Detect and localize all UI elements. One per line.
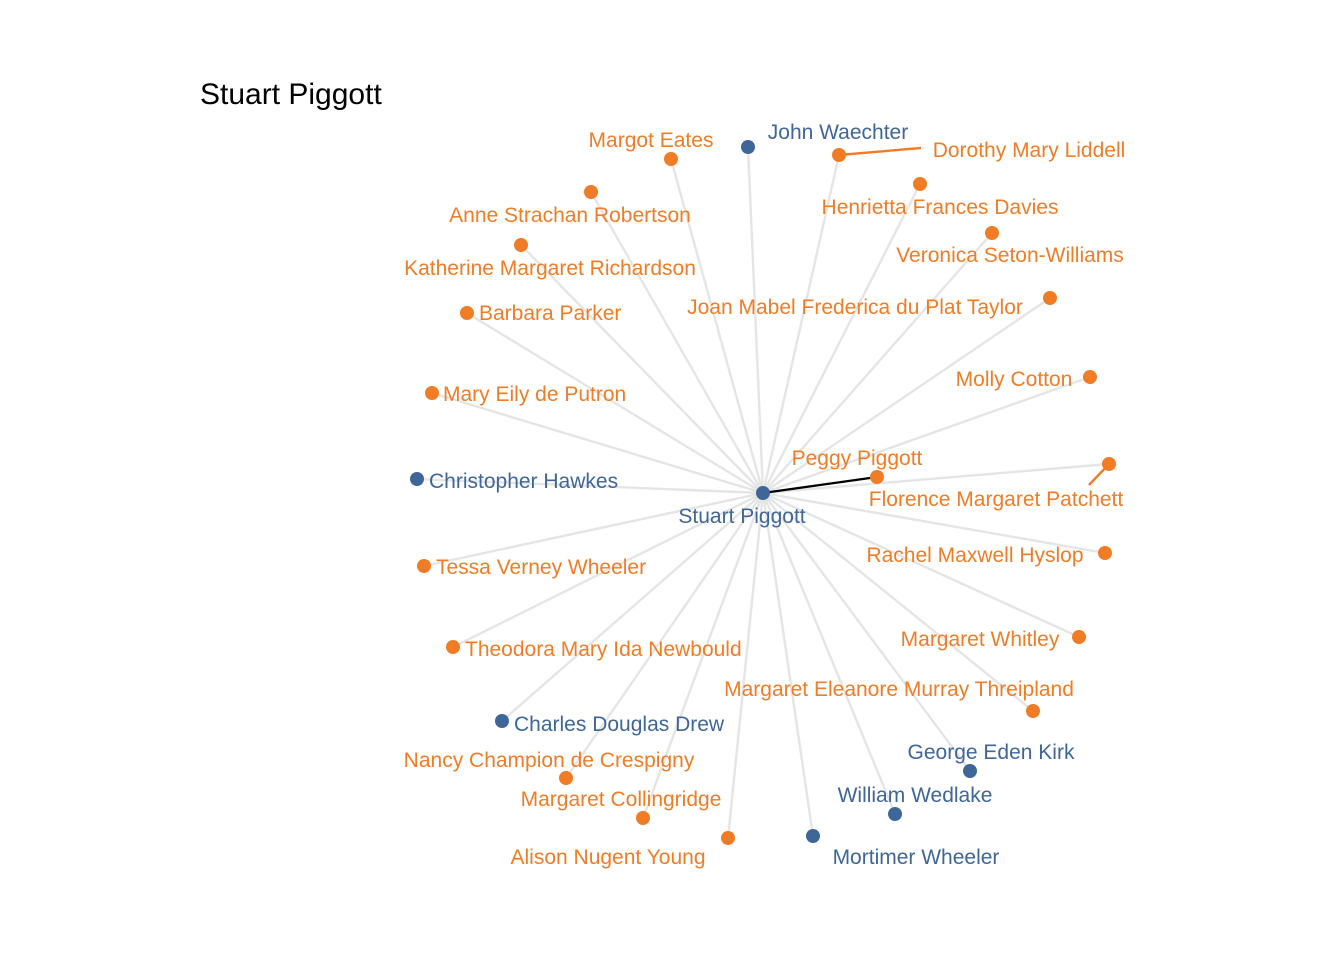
edge-stuart-cotton [762,375,1091,495]
edge-stuart-richardson [520,244,764,494]
node-parker[interactable] [460,306,474,320]
edge-stuart-whitley [762,491,1080,639]
node-label-wedlake: William Wedlake [838,784,993,807]
node-label-davies: Henrietta Frances Davies [822,196,1059,219]
node-label-patchett: Florence Margaret Patchett [869,488,1124,511]
edge-stuart-kirk [762,492,971,772]
node-young[interactable] [721,831,735,845]
node-davies[interactable] [913,177,927,191]
node-label-waechter: John Waechter [768,121,908,144]
edge-stuart-margot [669,158,765,494]
node-kirk[interactable] [963,764,977,778]
edge-stuart-mortimer [761,492,815,837]
node-label-whitley: Margaret Whitley [901,628,1060,651]
edge-stuart-crespigny [565,492,764,779]
edge-stuart-drew [501,492,764,722]
edge-stuart-davies [761,183,922,494]
node-label-kirk: George Eden Kirk [908,741,1075,764]
graph-title: Stuart Piggott [200,78,382,111]
node-whitley[interactable] [1072,630,1086,644]
label-leader-liddell [838,146,922,157]
node-label-hawkes: Christopher Hawkes [429,470,618,493]
node-label-threipland: Margaret Eleanore Murray Threipland [724,678,1074,701]
edge-stuart-putron [431,391,764,495]
edge-stuart-hyslop [762,491,1106,555]
node-liddell[interactable] [832,148,846,162]
node-label-setonwilliams: Veronica Seton-Williams [896,244,1124,267]
node-peggy[interactable] [870,470,884,484]
node-label-taylor: Joan Mabel Frederica du Plat Taylor [687,296,1023,319]
node-tessa[interactable] [417,559,431,573]
node-label-liddell: Dorothy Mary Liddell [933,139,1126,162]
node-wedlake[interactable] [888,807,902,821]
node-label-cotton: Molly Cotton [956,368,1073,391]
edge-stuart-taylor [762,297,1051,494]
node-cotton[interactable] [1083,370,1097,384]
edge-stuart-collingridge [641,492,765,819]
node-drew[interactable] [495,714,509,728]
node-taylor[interactable] [1043,291,1057,305]
node-label-richardson: Katherine Margaret Richardson [404,257,696,280]
edge-stuart-hawkes [416,477,764,495]
edge-stuart-young [726,492,765,839]
node-label-newbould: Theodora Mary Ida Newbould [465,638,742,661]
node-mortimer[interactable] [806,829,820,843]
edge-stuart-threipland [762,492,1034,712]
node-hawkes[interactable] [410,472,424,486]
node-robertson[interactable] [584,185,598,199]
nodes-layer [410,140,1116,845]
node-label-putron: Mary Eily de Putron [443,383,626,406]
edge-stuart-robertson [589,191,765,494]
node-label-parker: Barbara Parker [479,302,621,325]
node-hyslop[interactable] [1098,546,1112,560]
node-label-peggy: Peggy Piggott [792,447,923,470]
node-label-mortimer: Mortimer Wheeler [833,846,1000,869]
edge-stuart-newbould [452,491,764,649]
node-label-collingridge: Margaret Collingridge [521,788,722,811]
node-label-stuart: Stuart Piggott [678,505,805,528]
node-label-young: Alison Nugent Young [511,846,706,869]
node-newbould[interactable] [446,640,460,654]
node-label-crespigny: Nancy Champion de Crespigny [404,749,695,772]
edge-stuart-patchett [762,462,1110,495]
edges-layer [416,146,1110,839]
node-label-drew: Charles Douglas Drew [514,713,725,736]
node-label-margot: Margot Eates [589,129,714,152]
node-waechter[interactable] [741,140,755,154]
edge-stuart-tessa [423,491,764,568]
edge-stuart-parker [466,311,764,495]
node-richardson[interactable] [514,238,528,252]
node-crespigny[interactable] [559,771,573,785]
labels-layer: Stuart Piggott Margot Eates John Waechter D… [404,121,1126,869]
edge-stuart-peggy [762,475,878,495]
node-threipland[interactable] [1026,704,1040,718]
node-label-hyslop: Rachel Maxwell Hyslop [866,544,1083,567]
edge-stuart-waechter [746,146,765,494]
node-margot[interactable] [664,152,678,166]
node-setonwilliams[interactable] [985,226,999,240]
node-stuart[interactable] [756,486,770,500]
node-putron[interactable] [425,386,439,400]
edge-stuart-wedlake [761,492,897,815]
edge-stuart-setonwilliams [762,232,993,494]
node-label-tessa: Tessa Verney Wheeler [436,556,646,579]
edge-stuart-liddell [761,154,841,494]
node-label-robertson: Anne Strachan Robertson [449,204,691,227]
node-patchett[interactable] [1102,457,1116,471]
node-collingridge[interactable] [636,811,650,825]
